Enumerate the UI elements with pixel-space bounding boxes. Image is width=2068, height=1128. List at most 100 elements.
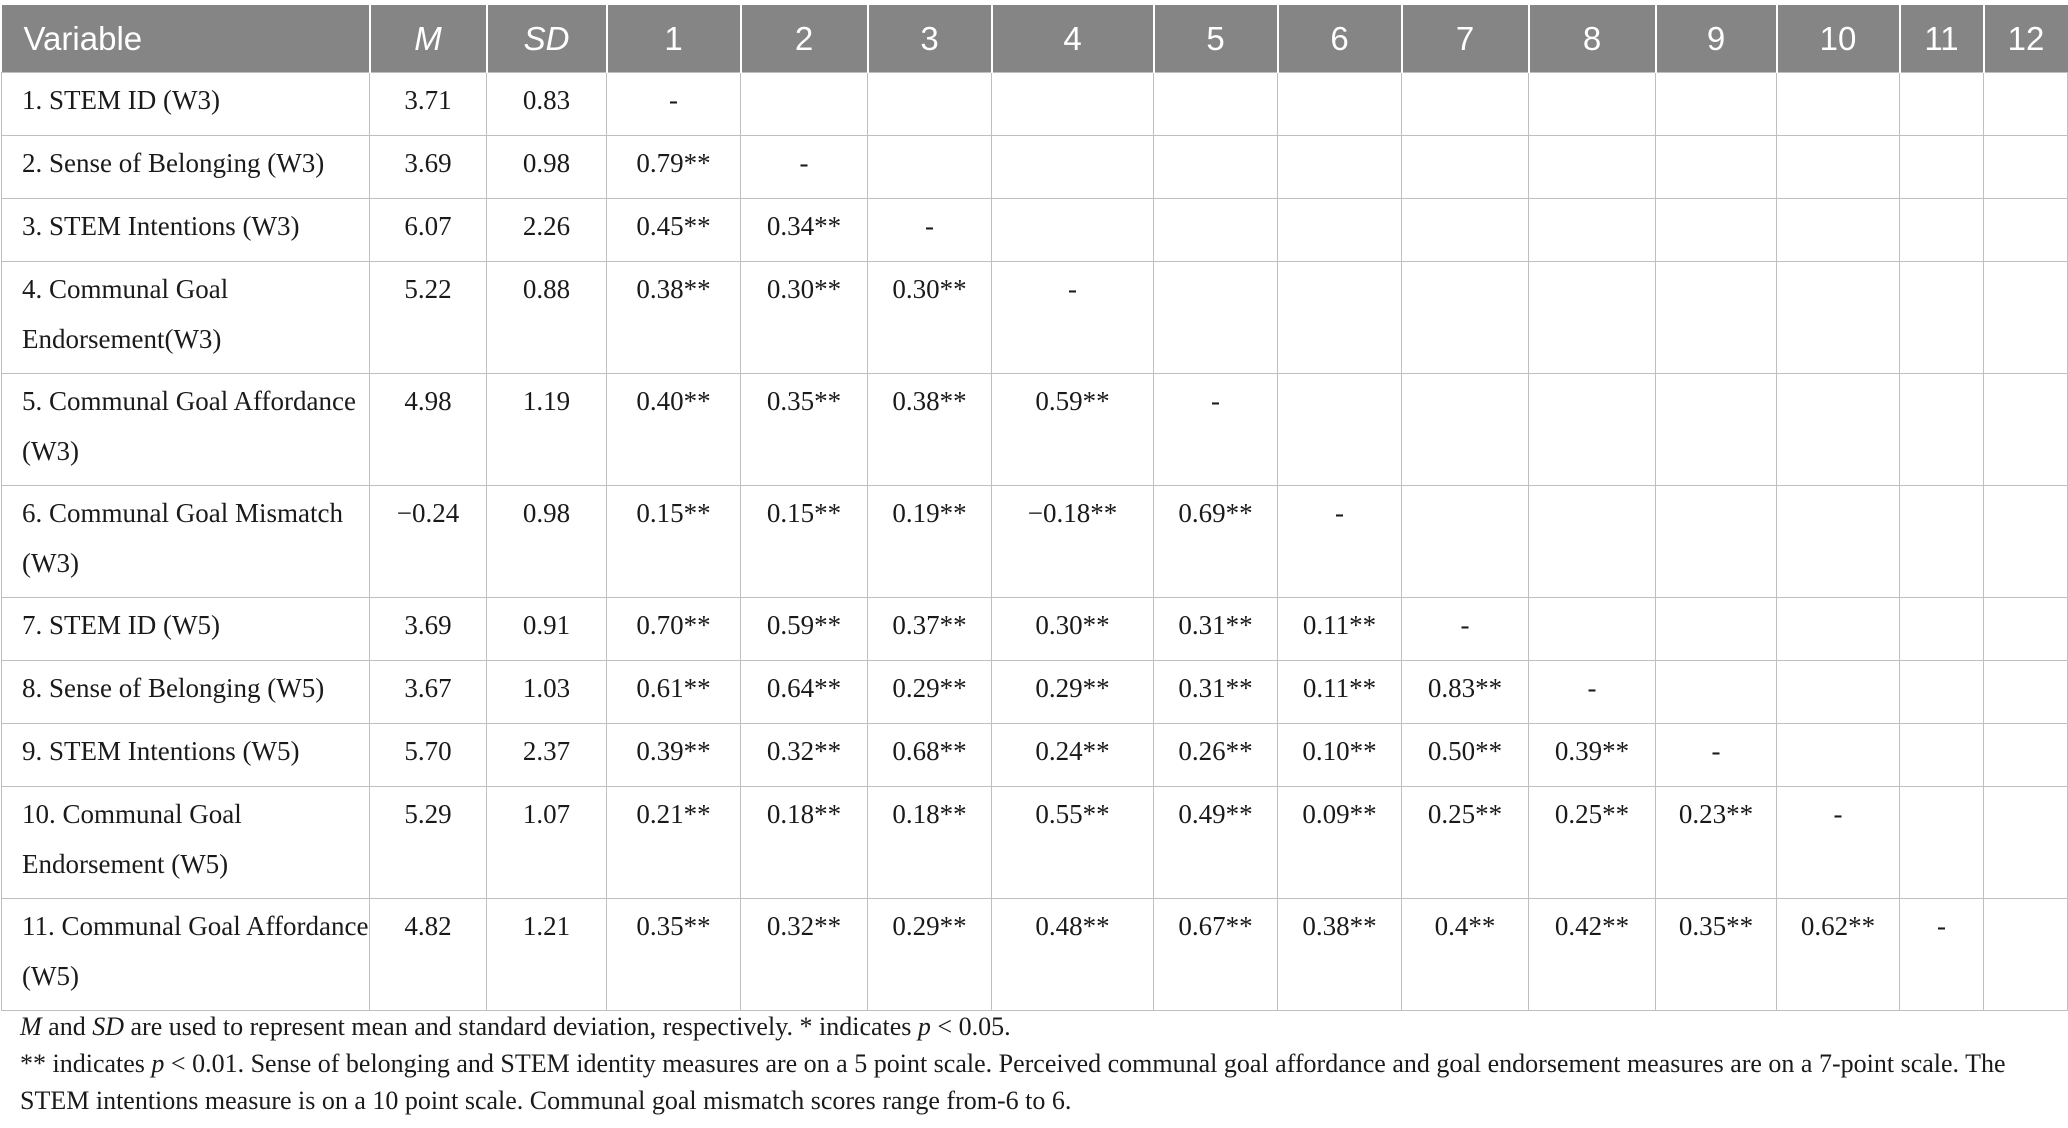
column-header-variable: Variable [1,5,370,73]
correlation-cell [1153,72,1278,136]
correlation-cell [1776,198,1900,262]
variable-name-cell: 10. Communal Goal Endorsement (W5) [1,786,370,899]
column-header-4: 2 [739,5,868,73]
correlation-cell: 0.45** [606,198,741,262]
correlation-table-container: Variable M SD 1 2 3 4 5 6 7 8 9 10 11 12 1. STEM ID (W… [0,5,2068,1011]
correlation-cell: 0.21** [606,786,741,899]
table-row: 3. STEM Intentions (W3) 6.07 2.26 0.45** 0.3… [1,198,2068,262]
table-body: 1. STEM ID (W3) 3.71 0.83-2. Sense of Belo… [1,72,2068,1011]
correlation-cell: 0.25** [1401,786,1529,899]
correlation-cell [1528,198,1656,262]
correlation-cell: 0.62** [1776,898,1900,1011]
correlation-cell: 0.31** [1153,597,1278,661]
table-row: 9. STEM Intentions (W5) 5.70 2.37 0.39** 0.3… [1,723,2068,787]
correlation-cell: 0.68** [867,723,992,787]
correlation-cell: −0.18** [991,485,1154,598]
correlation-cell: 0.35** [606,898,741,1011]
correlation-cell [991,198,1154,262]
correlation-cell: 0.48** [991,898,1154,1011]
correlation-cell [1277,198,1402,262]
correlation-cell: 0.29** [867,660,992,724]
correlation-cell [1528,373,1656,486]
correlation-cell: 0.59** [991,373,1154,486]
correlation-cell [1277,261,1402,374]
correlation-cell [1899,373,1984,486]
footnote-line-1: M and SD are used to represent mean and … [20,1008,2060,1045]
variable-name-cell: 11. Communal Goal Affordance (W5) [1,898,370,1011]
correlation-cell [1655,485,1777,598]
column-header-10: 8 [1527,5,1656,73]
footnote-text: are used to represent mean and standard … [124,1012,918,1041]
correlation-cell: 0.40** [606,373,741,486]
correlation-cell: 0.30** [740,261,868,374]
correlation-cell: 0.32** [740,898,868,1011]
correlation-cell: - [1153,373,1278,486]
column-header-9: 7 [1400,5,1529,73]
footnote-text: < 0.01. Sense of belonging and STEM iden… [20,1049,2006,1115]
sd-cell: 0.91 [486,597,607,661]
sd-cell: 1.07 [486,786,607,899]
column-header-2: SD [485,5,607,73]
correlation-cell: - [1776,786,1900,899]
correlation-cell [1983,660,2068,724]
correlation-cell [1899,660,1984,724]
correlation-cell: - [1655,723,1777,787]
correlation-cell: 0.4** [1401,898,1529,1011]
variable-name-cell: 9. STEM Intentions (W5) [1,723,370,787]
variable-name-cell: 7. STEM ID (W5) [1,597,370,661]
correlation-cell: 0.37** [867,597,992,661]
correlation-cell [1277,135,1402,199]
correlation-cell [1776,485,1900,598]
correlation-cell [1528,597,1656,661]
column-header-11: 9 [1654,5,1777,73]
footnote-m-symbol: M [20,1012,42,1041]
table-row: 7. STEM ID (W5) 3.69 0.91 0.70** 0.59** 0.37*… [1,597,2068,661]
correlation-cell [1899,135,1984,199]
correlation-cell [1776,261,1900,374]
correlation-cell: 0.39** [606,723,741,787]
correlation-cell: 0.55** [991,786,1154,899]
correlation-cell: 0.23** [1655,786,1777,899]
correlation-cell [991,72,1154,136]
variable-name-cell: 1. STEM ID (W3) [1,72,370,136]
correlation-cell [991,135,1154,199]
footnote-p-symbol: p [151,1049,165,1078]
mean-cell: 3.69 [369,597,487,661]
correlation-cell: 0.31** [1153,660,1278,724]
mean-cell: 5.29 [369,786,487,899]
table-row: 6. Communal Goal Mismatch (W3) −0.24 0.98 0… [1,485,2068,598]
mean-cell: 6.07 [369,198,487,262]
table-row: 8. Sense of Belonging (W5) 3.67 1.03 0.61**… [1,660,2068,724]
column-header-7: 5 [1152,5,1278,73]
column-header-14: 12 [1982,5,2068,73]
correlation-cell [1655,198,1777,262]
correlation-cell: 0.25** [1528,786,1656,899]
footnote-text: < 0.05. [930,1012,1011,1041]
mean-cell: 3.71 [369,72,487,136]
correlation-cell [1655,660,1777,724]
correlation-cell: 0.18** [867,786,992,899]
table-row: 5. Communal Goal Affordance (W3) 4.98 1.19… [1,373,2068,486]
correlation-cell [1983,485,2068,598]
column-header-12: 10 [1775,5,1900,73]
correlation-cell: 0.79** [606,135,741,199]
sd-cell: 2.26 [486,198,607,262]
correlation-cell [1277,72,1402,136]
correlation-cell: 0.34** [740,198,868,262]
variable-name-cell: 5. Communal Goal Affordance (W3) [1,373,370,486]
correlation-cell: 0.38** [1277,898,1402,1011]
correlation-cell: 0.09** [1277,786,1402,899]
column-header-3: 1 [605,5,741,73]
correlation-cell: - [606,72,741,136]
correlation-cell: 0.38** [606,261,741,374]
mean-cell: 4.82 [369,898,487,1011]
mean-cell: 5.70 [369,723,487,787]
correlation-cell [1983,597,2068,661]
correlation-cell [1528,135,1656,199]
correlation-cell [1528,261,1656,374]
correlation-cell: 0.67** [1153,898,1278,1011]
table-footnotes: M and SD are used to represent mean and … [20,1008,2060,1119]
variable-name-cell: 4. Communal Goal Endorsement(W3) [1,261,370,374]
column-header-5: 3 [866,5,992,73]
correlation-cell [1153,198,1278,262]
